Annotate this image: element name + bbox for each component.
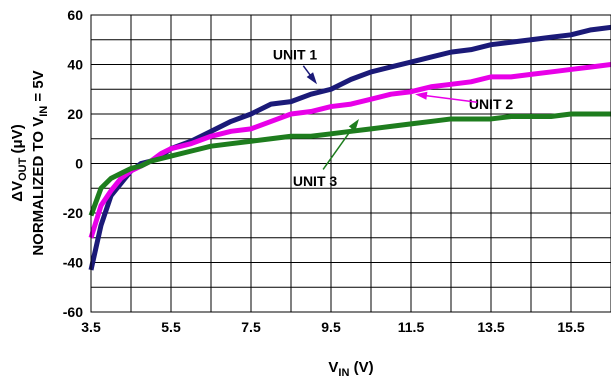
x-tick-label: 7.5 [241,319,261,335]
x-axis-label-tail: (V) [349,359,373,376]
series-unit-2-line [88,62,611,239]
annotation-unit-1: UNIT 1 [273,47,318,63]
annotation-arrow-head [348,118,359,132]
y-tick-label: -60 [63,304,83,320]
x-axis-label-main: V [328,359,338,376]
y-axis-label-sub: OUT [17,157,29,181]
annotation-unit-2: UNIT 2 [469,96,514,112]
y-tick-label: -20 [63,205,83,221]
y-tick-label: 0 [75,156,83,172]
y-tick-label: 20 [67,106,83,122]
x-axis-label-sub: IN [338,367,349,379]
x-tick-label: 3.5 [81,319,101,335]
y-axis-label-tail: (μV) [9,124,26,157]
x-tick-label: 13.5 [477,319,504,335]
grid [90,14,611,313]
series-unit-3-line [88,111,611,217]
plot-frame [90,14,611,313]
x-tick-label: 11.5 [398,319,425,335]
x-tick-label: 9.5 [321,319,341,335]
y-axis-label-delta: ΔV [9,181,26,202]
annotation-arrow-head [415,91,428,100]
series-lines [88,24,611,271]
y-axis-label2-sub: IN [38,106,50,117]
annotations: UNIT 1 UNIT 2 UNIT 3 [273,47,514,189]
y-axis-ticks: 60 40 20 0 -20 -40 -60 [63,7,83,320]
annotation-arrow-line [322,123,357,170]
annotation-unit-3: UNIT 3 [293,173,338,189]
x-axis-ticks: 3.5 5.5 7.5 9.5 11.5 13.5 15.5 [81,319,585,335]
y-tick-label: -40 [63,255,83,271]
y-axis-label-line1: ΔVOUT (μV) [9,124,29,201]
y-axis-label2-tail: = 5V [30,70,47,105]
annotation-arrow-line [420,94,478,104]
y-tick-label: 60 [67,7,83,23]
y-axis-label2-main: NORMALIZED TO V [30,117,47,256]
x-tick-label: 15.5 [557,319,584,335]
x-tick-label: 5.5 [161,319,181,335]
annotation-arrow-head [306,72,317,85]
y-axis-label-line2: NORMALIZED TO VIN = 5V [30,70,50,255]
x-axis-label: VIN (V) [328,359,373,379]
y-tick-label: 40 [67,57,83,73]
